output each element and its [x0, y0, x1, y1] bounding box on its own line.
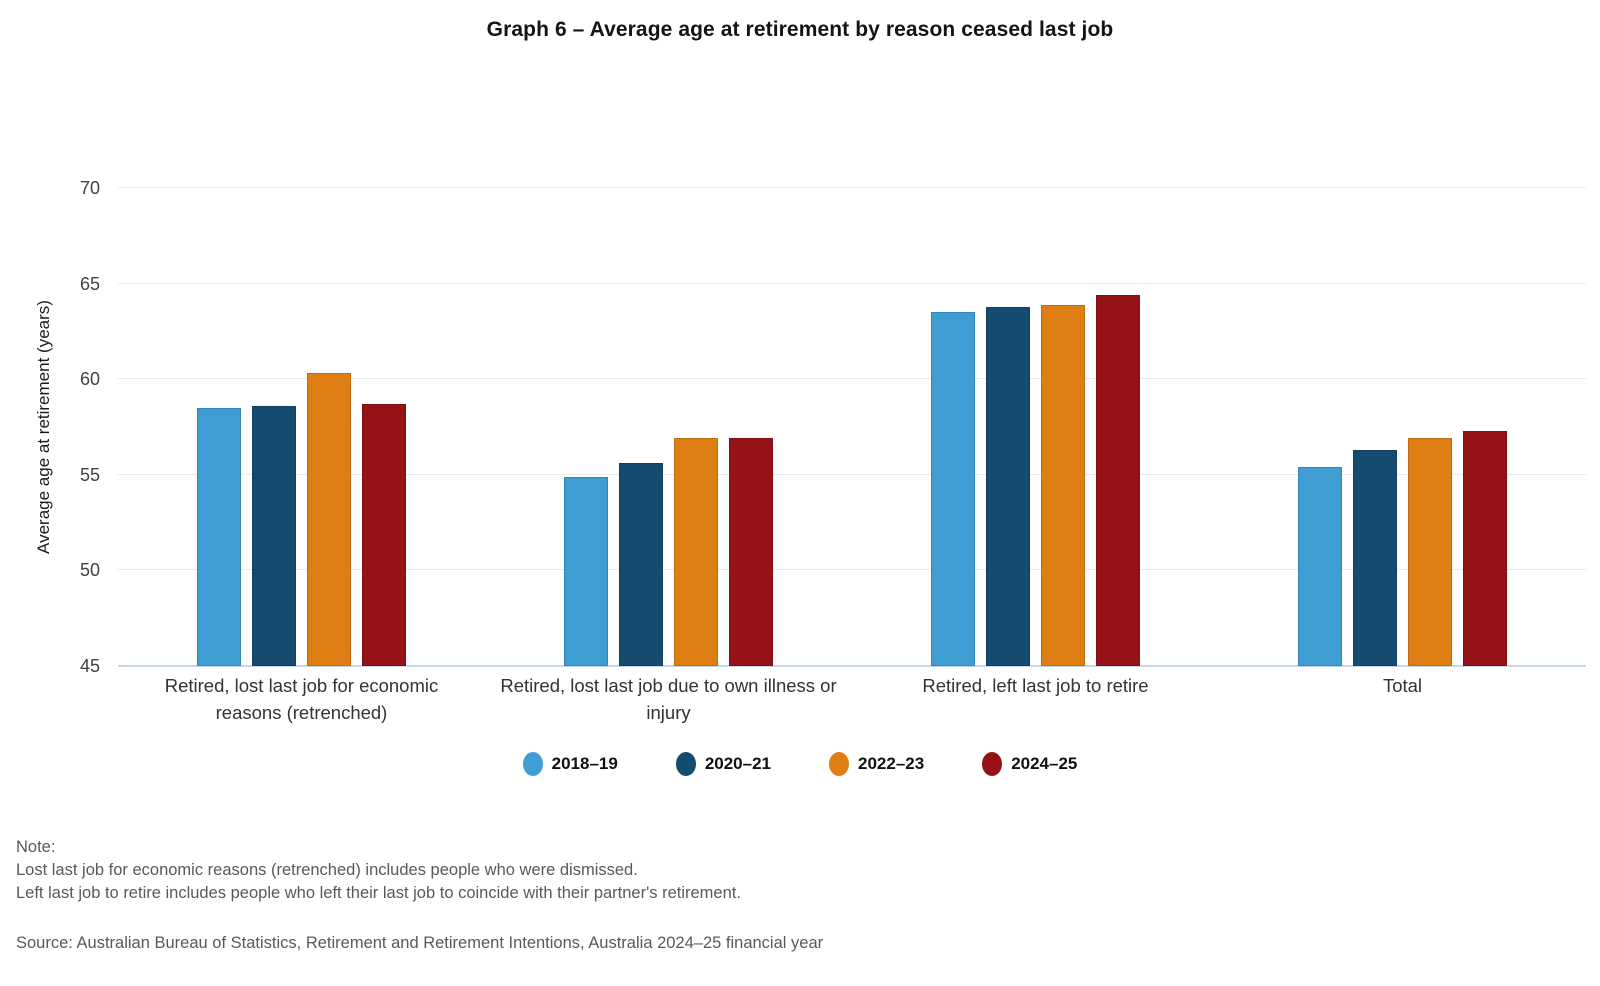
y-tick-label-45: 45 [79, 656, 100, 676]
plot-area [118, 187, 1586, 667]
legend-item-2022-23[interactable]: 2022–23 [829, 752, 924, 776]
legend-label: 2018–19 [551, 754, 618, 773]
bar-2020-21-cat0[interactable] [252, 405, 296, 666]
bar-2018-19-cat0[interactable] [197, 407, 241, 666]
gridline-55 [118, 473, 1586, 475]
legend-label: 2022–23 [858, 754, 925, 773]
bar-2018-19-cat3[interactable] [1298, 467, 1342, 666]
y-tick-label-70: 70 [79, 178, 100, 198]
legend-marker-icon [675, 752, 696, 776]
y-axis-title: Average age at retirement (years) [34, 300, 53, 554]
bar-2024-25-cat3[interactable] [1463, 430, 1507, 666]
x-axis-line [118, 665, 1586, 667]
gridline-65 [118, 282, 1586, 284]
legend-label: 2024–25 [1011, 754, 1078, 773]
gridline-50 [118, 569, 1586, 571]
bar-2022-23-cat2[interactable] [1041, 304, 1085, 666]
legend: 2018–19 2020–21 2022–23 2024–25 [0, 752, 1600, 776]
bar-2022-23-cat1[interactable] [674, 438, 718, 666]
chart-title: Graph 6 – Average age at retirement by r… [486, 18, 1114, 41]
x-category-label-3: Total [1382, 675, 1423, 696]
bar-2024-25-cat1[interactable] [729, 438, 773, 666]
y-tick-label-65: 65 [79, 273, 100, 294]
notes-heading: Note: [16, 838, 56, 856]
bar-2024-25-cat0[interactable] [362, 404, 406, 666]
bar-2024-25-cat2[interactable] [1096, 295, 1140, 666]
note-line-1: Lost last job for economic reasons (retr… [16, 861, 638, 879]
note-line-2: Left last job to retire includes people … [16, 884, 741, 902]
gridline-70 [118, 187, 1586, 188]
y-tick-label-55: 55 [79, 464, 100, 485]
bar-2018-19-cat2[interactable] [931, 312, 975, 666]
legend-label: 2020–21 [704, 754, 771, 773]
source-text: Source: Australian Bureau of Statistics,… [16, 934, 824, 952]
x-category-label-2: Retired, left last job to retire [922, 675, 1149, 696]
notes-block: Note: Lost last job for economic reasons… [16, 836, 741, 905]
bar-2022-23-cat3[interactable] [1408, 438, 1452, 666]
bar-2020-21-cat1[interactable] [619, 463, 663, 666]
bar-2022-23-cat0[interactable] [307, 373, 351, 666]
legend-marker-icon [522, 752, 543, 776]
legend-marker-icon [982, 752, 1003, 776]
x-category-label-0: Retired, lost last job for economic reas… [164, 675, 439, 723]
bar-2018-19-cat1[interactable] [564, 476, 608, 666]
y-tick-label-50: 50 [79, 560, 100, 581]
x-category-label-1: Retired, lost last job due to own illnes… [500, 675, 837, 723]
y-tick-label-60: 60 [79, 369, 100, 390]
bar-2020-21-cat2[interactable] [986, 306, 1030, 666]
legend-item-2020-21[interactable]: 2020–21 [675, 752, 771, 776]
legend-item-2024-25[interactable]: 2024–25 [982, 752, 1077, 776]
legend-marker-icon [829, 752, 849, 776]
gridline-60 [118, 378, 1586, 380]
bar-2020-21-cat3[interactable] [1353, 449, 1397, 666]
legend-item-2018-19[interactable]: 2018–19 [522, 752, 618, 776]
